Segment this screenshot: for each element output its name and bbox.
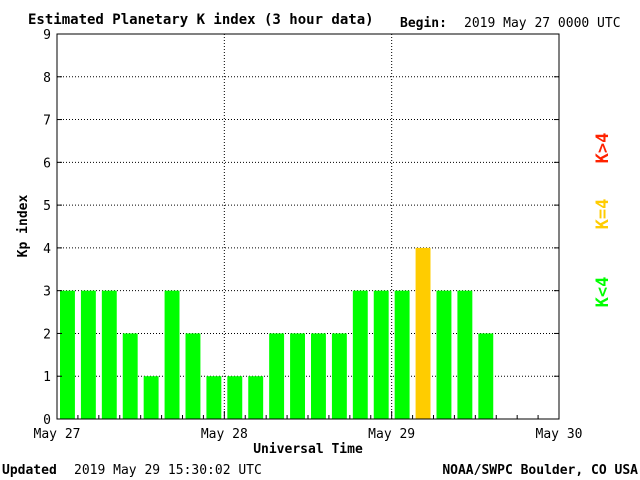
updated-value: 2019 May 29 15:30:02 UTC xyxy=(74,463,262,478)
x-tick-labels: May 27 May 28 May 29 May 30 xyxy=(34,427,583,442)
kp-bar xyxy=(394,290,410,419)
y-tick-label: 4 xyxy=(43,242,51,257)
kp-bar xyxy=(143,376,159,419)
y-tick-label: 0 xyxy=(43,413,51,428)
kp-bar xyxy=(122,333,138,419)
kp-bar xyxy=(352,290,368,419)
begin-label: Begin: xyxy=(400,16,447,31)
kp-bar xyxy=(436,290,452,419)
kp-bar xyxy=(373,290,389,419)
kp-bar xyxy=(478,333,494,419)
chart-title: Estimated Planetary K index (3 hour data… xyxy=(28,12,374,28)
updated-label: Updated xyxy=(2,463,57,478)
kp-bar xyxy=(415,247,431,419)
tick-marks xyxy=(56,33,560,420)
y-tick-label: 2 xyxy=(43,327,51,342)
kp-bar xyxy=(185,333,201,419)
kp-bar xyxy=(311,333,326,419)
kp-bar xyxy=(206,376,222,419)
y-tick-label: 7 xyxy=(43,114,51,129)
kp-bar xyxy=(80,290,96,419)
x-tick-label: May 27 xyxy=(34,427,81,442)
credit-text: NOAA/SWPC Boulder, CO USA xyxy=(442,463,638,478)
legend-equal: K=4 xyxy=(593,199,613,230)
x-tick-label: May 29 xyxy=(368,427,415,442)
y-tick-label: 8 xyxy=(43,71,51,86)
x-axis-label: Universal Time xyxy=(253,442,363,457)
kp-bar xyxy=(60,290,75,419)
legend-below: K<4 xyxy=(593,277,613,308)
y-tick-label: 1 xyxy=(43,370,51,385)
bar-series xyxy=(60,247,494,419)
x-tick-label: May 28 xyxy=(201,427,248,442)
y-axis-label: Kp index xyxy=(16,195,31,258)
grid-lines xyxy=(57,34,559,419)
kp-bar xyxy=(164,290,180,419)
kp-bar xyxy=(457,290,473,419)
kp-bar xyxy=(290,333,305,419)
kp-bar xyxy=(269,333,285,419)
y-tick-label: 6 xyxy=(43,156,51,171)
x-tick-label: May 30 xyxy=(536,427,583,442)
kp-bar xyxy=(248,376,264,419)
kp-bar xyxy=(101,290,117,419)
y-tick-label: 3 xyxy=(43,285,51,300)
y-tick-label: 5 xyxy=(43,199,51,214)
kp-bar xyxy=(227,376,243,419)
kp-bar xyxy=(331,333,347,419)
begin-value: 2019 May 27 0000 UTC xyxy=(464,16,621,31)
y-tick-label: 9 xyxy=(43,28,51,43)
legend-above: K>4 xyxy=(593,133,613,164)
y-tick-labels: 0 1 2 3 4 5 6 7 8 9 xyxy=(43,28,51,428)
